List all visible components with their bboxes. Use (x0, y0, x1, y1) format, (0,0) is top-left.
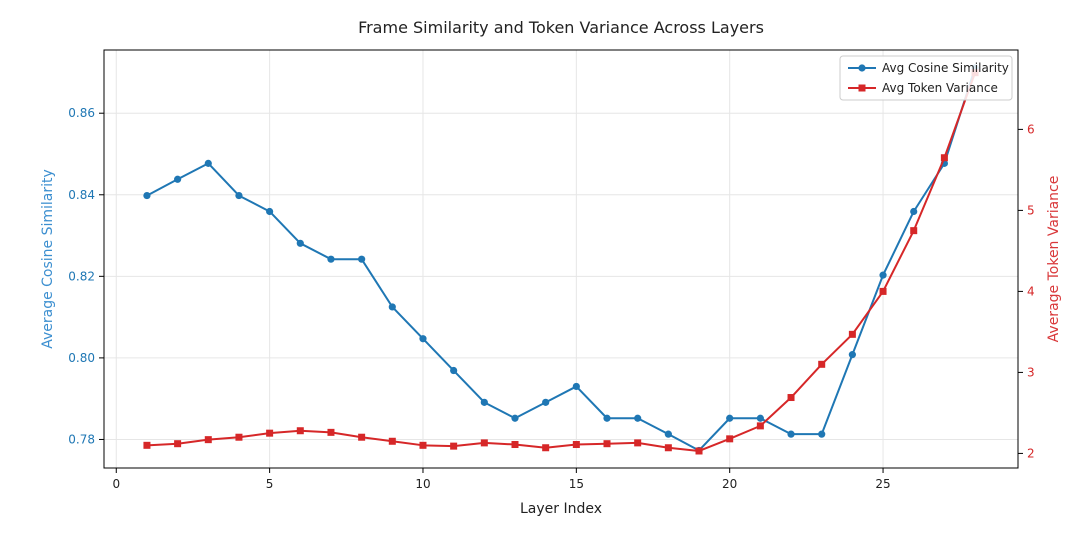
y-left-tick-label: 0.78 (68, 432, 95, 446)
x-tick-label: 10 (415, 477, 430, 491)
y-left-tick-label: 0.84 (68, 188, 95, 202)
data-point (542, 398, 550, 406)
y-left-tick-label: 0.86 (68, 106, 95, 120)
legend-marker-cosine (858, 64, 866, 72)
data-point (572, 382, 580, 391)
y-axis-right: 2 3 4 5 6 (1018, 122, 1035, 460)
data-point (726, 414, 734, 422)
y-axis-right-title: Average Token Variance (1046, 176, 1062, 343)
y-right-tick-label: 2 (1027, 446, 1035, 460)
data-point (388, 437, 396, 445)
series-line (146, 72, 977, 452)
data-point (358, 255, 366, 263)
data-point (511, 414, 519, 422)
data-point (480, 398, 488, 406)
legend: Avg Cosine Similarity Avg Token Variance (839, 55, 1013, 101)
data-point (266, 207, 274, 216)
data-point (143, 191, 151, 200)
data-point (480, 439, 488, 447)
data-point (419, 335, 427, 343)
data-point (296, 427, 304, 435)
x-tick-label: 25 (875, 477, 890, 491)
x-tick-label: 20 (722, 477, 737, 491)
data-point (327, 255, 335, 263)
data-point (634, 439, 642, 447)
data-point (818, 430, 826, 438)
data-point (327, 428, 335, 436)
grid-lines (104, 50, 1018, 468)
data-point (726, 435, 734, 443)
data-point (664, 444, 672, 452)
data-point (695, 447, 703, 455)
data-point (664, 430, 672, 438)
data-point (388, 303, 396, 311)
data-point (787, 430, 795, 438)
data-point (450, 442, 458, 450)
data-point (511, 441, 519, 449)
data-point (634, 414, 642, 422)
data-point (940, 154, 948, 162)
data-point (266, 429, 274, 437)
plot-frame (103, 49, 1019, 469)
data-point (542, 444, 550, 452)
x-tick-label: 15 (569, 477, 584, 491)
data-point (910, 227, 918, 235)
data-point (358, 433, 366, 441)
x-tick-label: 0 (112, 477, 120, 491)
data-point (756, 414, 764, 422)
data-point (235, 191, 243, 200)
y-right-tick-label: 5 (1027, 203, 1035, 217)
chart-title: Frame Similarity and Token Variance Acro… (358, 18, 764, 37)
data-point (296, 239, 304, 247)
y-axis-left: 0.78 0.80 0.82 0.84 0.86 (68, 106, 104, 446)
y-axis-left-title: Average Cosine Similarity (40, 169, 56, 349)
data-point (879, 287, 887, 295)
data-point (204, 436, 212, 444)
data-point (603, 414, 611, 422)
legend-label-variance: Avg Token Variance (882, 81, 998, 95)
data-point (848, 330, 856, 338)
data-point (787, 394, 795, 402)
data-point (818, 360, 826, 368)
x-tick-label: 5 (266, 477, 274, 491)
data-point (419, 441, 427, 449)
legend-marker-variance (858, 84, 866, 92)
data-point (204, 159, 212, 167)
legend-label-cosine: Avg Cosine Similarity (882, 61, 1009, 75)
series-line (146, 67, 977, 452)
data-point (450, 366, 458, 375)
legend-box (839, 55, 1013, 101)
data-point (174, 440, 182, 448)
y-left-tick-label: 0.82 (68, 269, 95, 283)
series-token-variance (143, 69, 979, 455)
data-point (572, 441, 580, 449)
y-left-tick-label: 0.80 (68, 351, 95, 365)
y-right-tick-label: 4 (1027, 284, 1035, 298)
data-point (756, 422, 764, 430)
data-point (603, 440, 611, 448)
data-point (879, 271, 887, 279)
x-axis-title: Layer Index (520, 501, 602, 517)
x-axis: 0 5 10 15 20 25 (112, 468, 891, 491)
y-right-tick-label: 6 (1027, 122, 1035, 136)
data-point (848, 351, 856, 359)
data-point (174, 175, 182, 183)
y-right-tick-label: 3 (1027, 365, 1035, 379)
data-point (235, 433, 243, 441)
data-point (143, 441, 151, 449)
data-point (910, 207, 918, 216)
